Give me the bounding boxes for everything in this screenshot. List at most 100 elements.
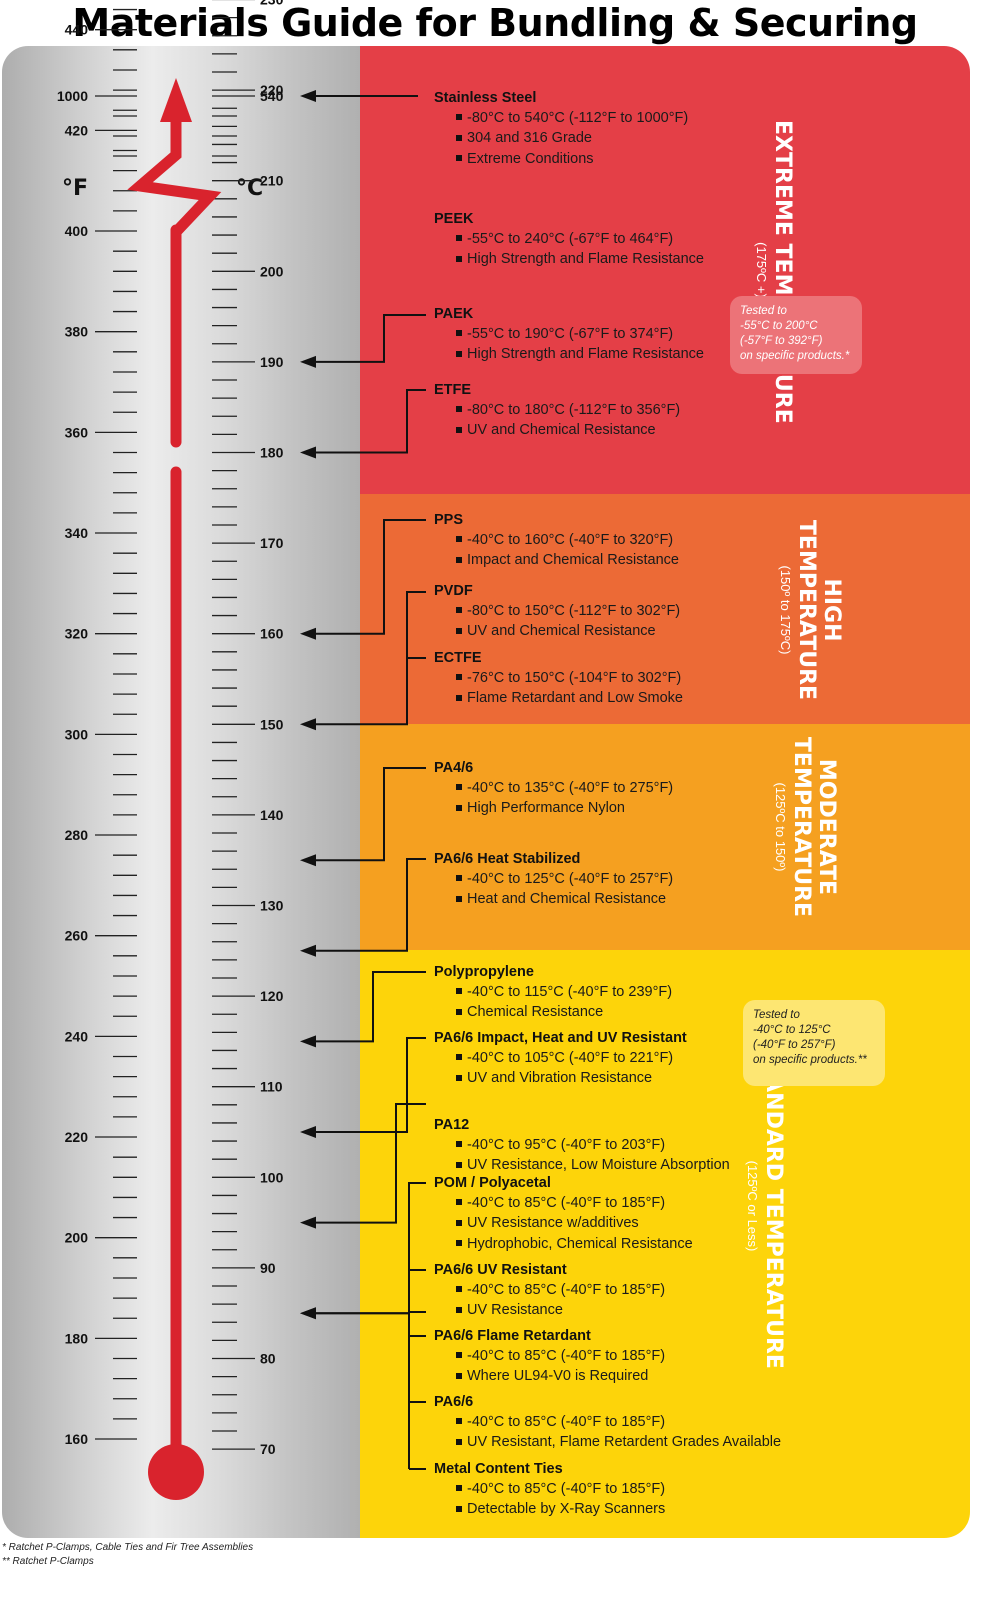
- band-label-extreme: EXTREME TEMPERATURE (175ºC +): [749, 120, 795, 424]
- connector-arrow: [300, 858, 426, 957]
- connector-arrowhead: [300, 355, 316, 368]
- material-pa66: PA6/6 -40°C to 85°C (-40°F to 185°F) UV …: [434, 1392, 781, 1453]
- callout-line: -40°C to 125°C: [753, 1024, 831, 1036]
- callout-line: Tested to: [740, 305, 787, 317]
- material-detail: Chemical Resistance: [434, 1002, 672, 1022]
- material-name: PA6/6 Impact, Heat and UV Resistant: [434, 1030, 687, 1046]
- tick-marks: [95, 0, 255, 1450]
- footnotes: * Ratchet P-Clamps, Cable Ties and Fir T…: [2, 1541, 253, 1569]
- material-ectfe: ECTFE -76°C to 150°C (-104°F to 302°F) F…: [434, 648, 683, 709]
- material-detail: -55°C to 240°C (-67°F to 464°F): [434, 229, 704, 249]
- material-detail: -55°C to 190°C (-67°F to 374°F): [434, 324, 704, 344]
- c-tick-label: 100: [260, 1169, 284, 1185]
- material-peek: PEEK -55°C to 240°C (-67°F to 464°F) Hig…: [434, 209, 704, 270]
- c-tick-label: 70: [260, 1441, 276, 1457]
- material-pa66-uv-resistant: PA6/6 UV Resistant -40°C to 85°C (-40°F …: [434, 1260, 665, 1321]
- c-tick-label: 80: [260, 1351, 276, 1367]
- c-tick-label: 190: [260, 354, 284, 370]
- material-stainless-steel: Stainless Steel -80°C to 540°C (-112°F t…: [434, 88, 688, 169]
- material-name: POM / Polyacetal: [434, 1175, 551, 1191]
- material-detail: High Strength and Flame Resistance: [434, 344, 704, 364]
- band-label-moderate: MODERATE TEMPERATURE (125ºC to 150º): [767, 732, 839, 922]
- material-pa66-impact-heat-uv: PA6/6 Impact, Heat and UV Resistant -40°…: [434, 1028, 687, 1089]
- f-tick-label: 380: [65, 324, 89, 340]
- material-detail: -80°C to 150°C (-112°F to 302°F): [434, 601, 680, 621]
- callout-line: (-57°F to 392°F): [740, 335, 823, 347]
- connector-line: [314, 1311, 426, 1315]
- f-tick-label: 280: [65, 827, 89, 843]
- material-pa12: PA12 -40°C to 95°C (-40°F to 203°F) UV R…: [434, 1115, 730, 1176]
- thermometer-bulb: [148, 1444, 204, 1500]
- material-detail: -40°C to 85°C (-40°F to 185°F): [434, 1412, 781, 1432]
- f-tick-label: 440: [65, 22, 89, 38]
- connector-line: [314, 858, 426, 952]
- material-detail: -40°C to 115°C (-40°F to 239°F): [434, 982, 672, 1002]
- material-detail: Heat and Chemical Resistance: [434, 889, 673, 909]
- f-tick-label: 220: [65, 1129, 89, 1145]
- band-label-high: HIGH TEMPERATURE (150º to 175ºC): [772, 515, 844, 705]
- connector-arrow: [300, 90, 418, 102]
- material-name: PVDF: [434, 583, 473, 599]
- material-pps: PPS -40°C to 160°C (-40°F to 320°F) Impa…: [434, 510, 679, 571]
- material-name: PA6/6: [434, 1394, 474, 1410]
- material-name: PAEK: [434, 306, 474, 322]
- fahrenheit-unit-label: °F: [62, 176, 89, 201]
- callout-line: -55°C to 200°C: [740, 320, 818, 332]
- connector-line: [314, 314, 426, 363]
- c-tick-label: 180: [260, 445, 284, 461]
- c-tick-label: 230: [260, 0, 284, 8]
- material-detail: -40°C to 85°C (-40°F to 185°F): [434, 1193, 693, 1213]
- material-name: PEEK: [434, 211, 474, 227]
- c-tick-label: 130: [260, 898, 284, 914]
- connector-arrow: [300, 314, 426, 368]
- connector-line: [314, 767, 426, 862]
- connector-arrowhead: [300, 718, 316, 731]
- footnote: ** Ratchet P-Clamps: [2, 1556, 94, 1567]
- c-tick-label: 110: [260, 1079, 283, 1095]
- f-tick-label: 360: [65, 424, 89, 440]
- material-detail: UV Resistance: [434, 1300, 665, 1320]
- f-tick-label: 300: [65, 726, 89, 742]
- band-range: (150º to 175ºC): [778, 565, 793, 655]
- connector-arrow: [300, 971, 426, 1048]
- c-tick-label: 170: [260, 535, 284, 551]
- c-tick-label: 220: [260, 82, 284, 98]
- c-tick-label: 140: [260, 807, 284, 823]
- material-detail: UV and Chemical Resistance: [434, 621, 680, 641]
- f-tick-label: 180: [65, 1330, 89, 1346]
- connector-arrowhead: [300, 944, 316, 957]
- material-pa46: PA4/6 -40°C to 135°C (-40°F to 275°F) Hi…: [434, 758, 673, 819]
- connector-arrowhead: [300, 90, 316, 102]
- material-detail: UV and Chemical Resistance: [434, 420, 680, 440]
- connector-arrowhead: [300, 1216, 316, 1229]
- material-detail: Impact and Chemical Resistance: [434, 550, 679, 570]
- callout-tested-extreme: Tested to -55°C to 200°C (-57°F to 392°F…: [730, 296, 862, 374]
- material-detail: -40°C to 85°C (-40°F to 185°F): [434, 1280, 665, 1300]
- material-detail: Detectable by X-Ray Scanners: [434, 1499, 665, 1519]
- band-range: (125ºC to 150º): [773, 782, 788, 872]
- band-range: (125ºC or Less): [745, 1160, 760, 1252]
- page-title: Materials Guide for Bundling & Securing: [72, 1, 918, 45]
- material-name: PA6/6 Flame Retardant: [434, 1328, 591, 1344]
- material-detail: -40°C to 160°C (-40°F to 320°F): [434, 530, 679, 550]
- material-name: PA4/6: [434, 760, 474, 776]
- tick-labels: 1000540460440420400380360340320300280260…: [57, 0, 284, 1457]
- c-tick-label: 200: [260, 263, 284, 279]
- band-title: STANDARD TEMPERATURE: [761, 1046, 786, 1369]
- connector-arrow: [300, 1103, 426, 1229]
- connector-line: [314, 519, 426, 635]
- connector-arrowhead: [300, 1035, 316, 1048]
- footnote: * Ratchet P-Clamps, Cable Ties and Fir T…: [2, 1542, 254, 1553]
- c-tick-label: 210: [260, 173, 284, 189]
- band-title-line: HIGH: [819, 578, 844, 642]
- band-moderate-temperature: [360, 724, 970, 950]
- connector-arrow: [300, 1307, 426, 1320]
- material-pa66-heat-stabilized: PA6/6 Heat Stabilized -40°C to 125°C (-4…: [434, 849, 673, 910]
- material-detail: UV Resistant, Flame Retardent Grades Ava…: [434, 1432, 781, 1452]
- material-name: PA6/6 Heat Stabilized: [434, 851, 581, 867]
- connector-arrow: [300, 591, 426, 731]
- material-detail: -40°C to 95°C (-40°F to 203°F): [434, 1135, 730, 1155]
- callout-tested-standard: Tested to -40°C to 125°C (-40°F to 257°F…: [743, 1000, 885, 1086]
- f-tick-label: 320: [65, 626, 89, 642]
- f-tick-label: 200: [65, 1230, 89, 1246]
